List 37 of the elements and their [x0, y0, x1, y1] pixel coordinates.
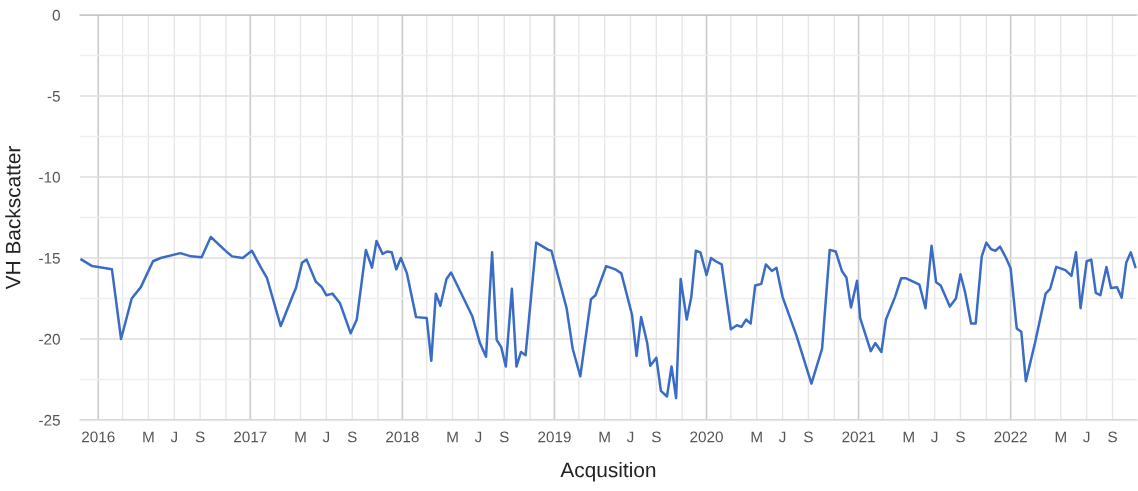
x-tick-label: S: [195, 431, 205, 443]
y-tick-label: -25: [39, 414, 60, 426]
y-tick-label: -5: [47, 91, 60, 102]
x-axis-title: Acqusition: [560, 462, 656, 482]
y-tick-label: -10: [39, 171, 60, 183]
x-tick-label: S: [651, 431, 661, 443]
x-tick-label: J: [626, 431, 634, 443]
x-tick-label: 2017: [234, 431, 267, 443]
x-tick-label: M: [903, 431, 914, 443]
x-tick-label: M: [751, 431, 762, 443]
x-tick-label: S: [499, 431, 509, 443]
y-tick-label: 0: [52, 9, 60, 21]
x-tick-label: M: [1055, 431, 1066, 443]
x-tick-label: J: [778, 431, 786, 443]
x-tick-label: 2019: [538, 431, 571, 443]
y-tick-label: -20: [39, 333, 60, 345]
x-tick-label: 2021: [842, 431, 875, 443]
x-tick-label: S: [347, 431, 357, 443]
x-tick-label: 2020: [690, 431, 723, 443]
x-tick-label: 2022: [994, 431, 1027, 443]
line-series: [80, 235, 1137, 400]
x-tick-label: S: [1108, 431, 1117, 443]
x-tick-label: J: [474, 431, 482, 443]
x-tick-label: J: [322, 431, 330, 443]
x-tick-label: J: [170, 431, 177, 443]
x-tick-label: M: [295, 431, 306, 443]
x-tick-label: S: [956, 431, 965, 443]
x-tick-label: J: [931, 431, 938, 443]
x-tick-label: M: [599, 431, 610, 443]
x-tick-label: M: [447, 431, 458, 443]
x-tick-label: 2018: [386, 431, 419, 443]
y-axis-title: VH Backscatter: [5, 146, 21, 290]
x-tick-label: M: [143, 431, 154, 443]
y-tick-label: -15: [39, 253, 60, 264]
x-tick-label: S: [804, 431, 813, 443]
x-tick-label: 2016: [82, 431, 115, 443]
x-tick-label: J: [1083, 431, 1090, 443]
